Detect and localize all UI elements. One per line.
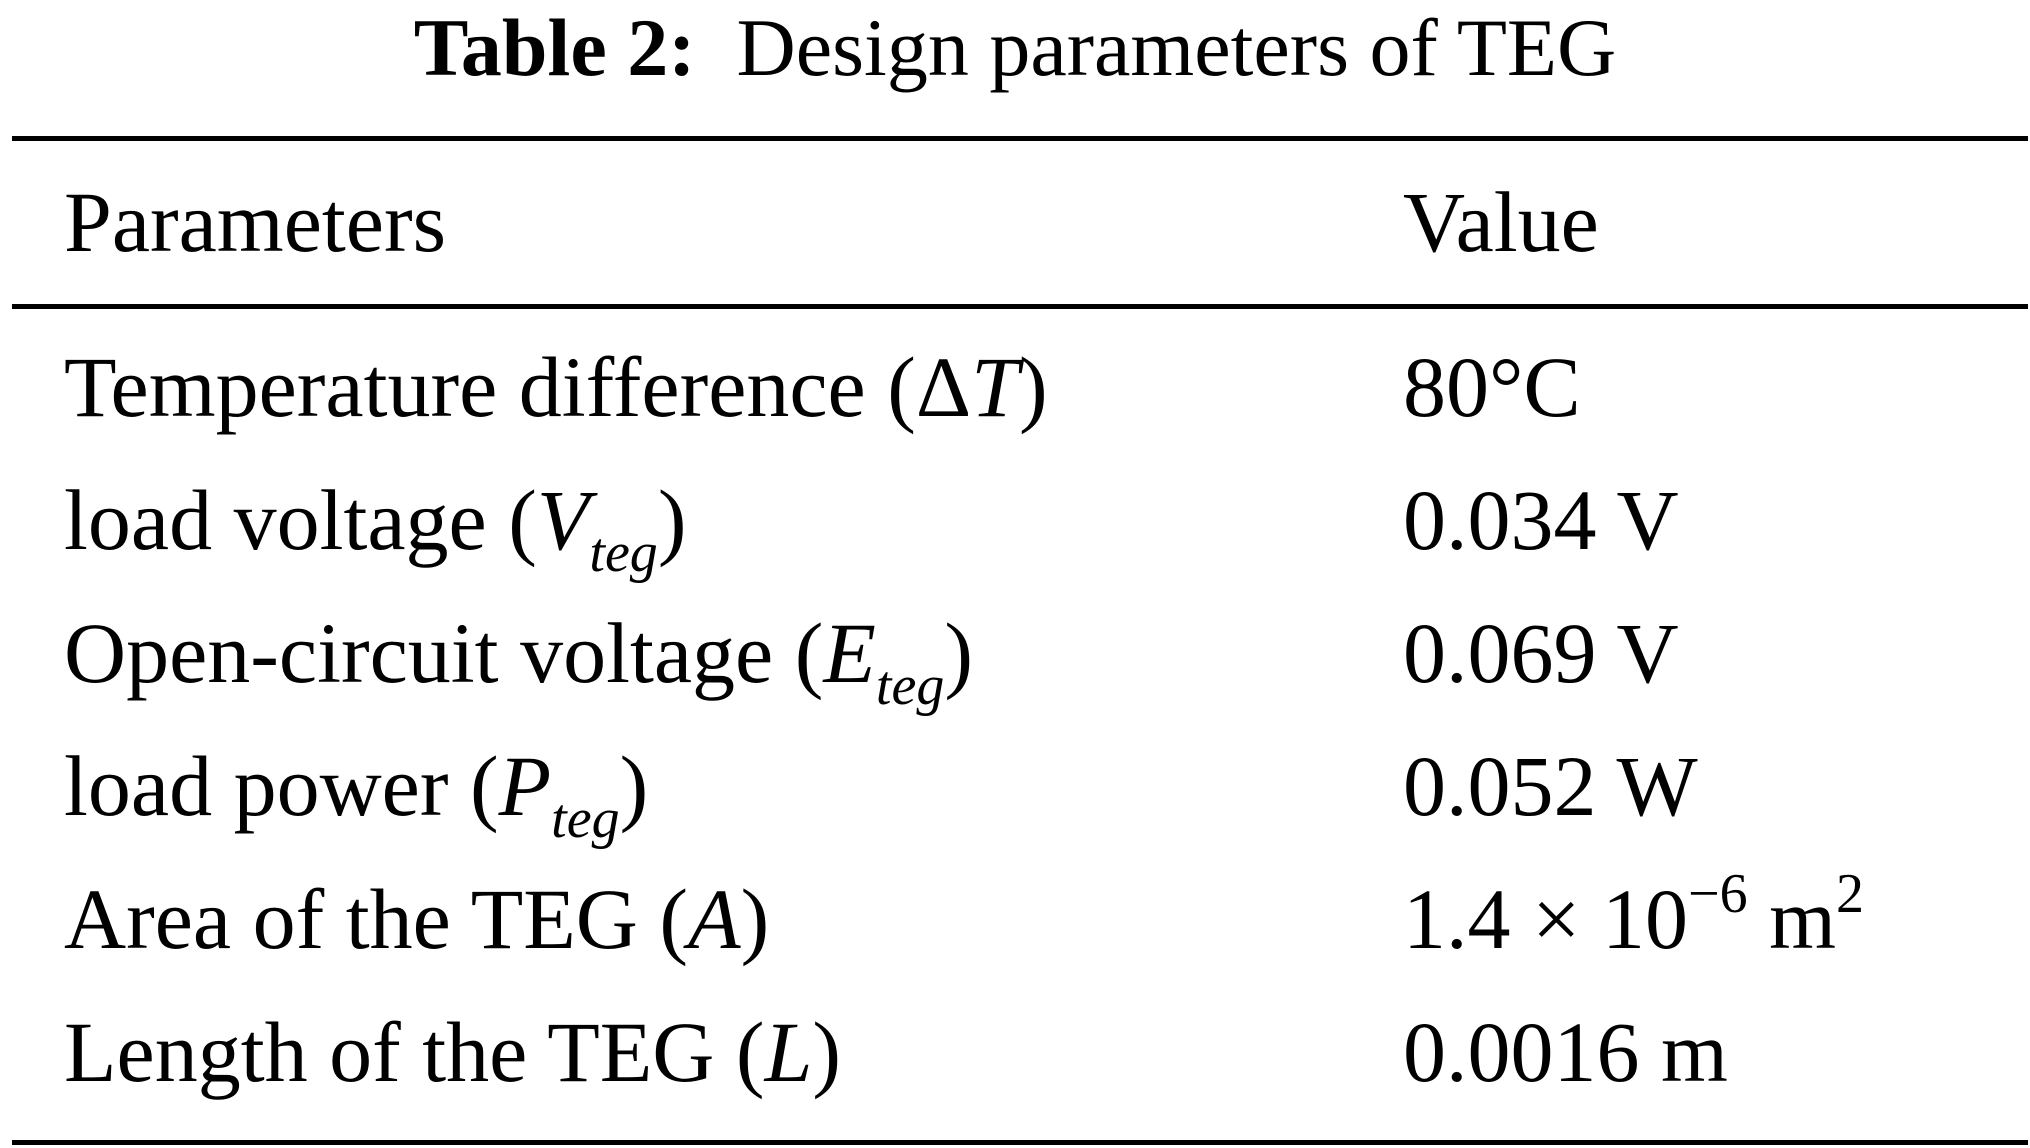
parameter-symbol: ΔT: [915, 339, 1020, 435]
parameter-subscript: teg: [589, 522, 658, 584]
table-row-parameter: Length of the TEG (L): [64, 1004, 842, 1100]
parameter-symbol: P: [498, 738, 552, 834]
table-row-parameter: load power (Pteg): [64, 738, 649, 850]
unit-exponent: 2: [1836, 863, 1865, 925]
table-row-value: 0.0016 m: [1403, 1004, 1728, 1100]
value-exponent: −6: [1688, 863, 1748, 925]
table-row-value: 1.4 × 10−6 m2: [1403, 863, 1865, 967]
parameter-symbol: L: [764, 1004, 813, 1100]
table-row-value: 0.034 V: [1403, 472, 1679, 568]
parameter-symbol: V: [536, 472, 590, 568]
table-caption-label: Table 2:: [413, 2, 696, 93]
parameter-subscript: teg: [551, 788, 620, 850]
table-caption: Table 2: Design parameters of TEG: [0, 0, 2030, 96]
table-row-parameter: load voltage (Vteg): [64, 472, 687, 584]
table-row-parameter: Temperature difference (ΔT): [64, 339, 1048, 435]
table-row-parameter: Area of the TEG (A): [64, 871, 770, 967]
table-header-rule: [12, 304, 2028, 309]
table-row-value: 0.069 V: [1403, 605, 1679, 701]
column-header-value: Value: [1403, 174, 1599, 270]
table-bottom-rule: [12, 1140, 2028, 1145]
column-header-parameters: Parameters: [64, 174, 447, 270]
table-caption-text: Design parameters of TEG: [736, 2, 1617, 93]
table-top-rule: [12, 136, 2028, 141]
parameter-symbol: E: [823, 605, 876, 701]
table-row-value: 0.052 W: [1403, 738, 1698, 834]
table-row-parameter: Open-circuit voltage (Eteg): [64, 605, 973, 717]
parameter-subscript: teg: [875, 655, 945, 717]
parameter-symbol: A: [688, 871, 741, 967]
table-row-value: 80°C: [1403, 339, 1581, 435]
